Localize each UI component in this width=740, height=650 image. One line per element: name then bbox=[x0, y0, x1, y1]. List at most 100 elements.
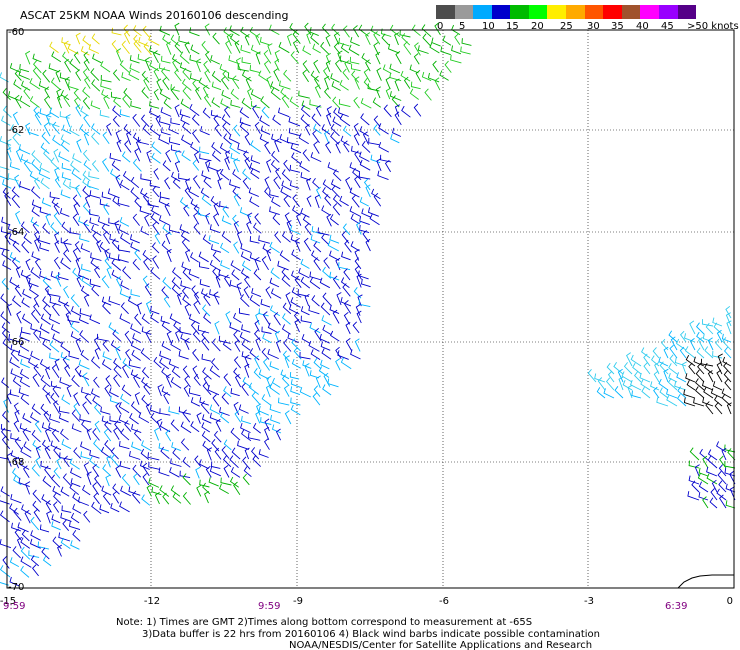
wind-barb bbox=[52, 385, 60, 398]
wind-barb bbox=[365, 184, 371, 198]
wind-barb bbox=[363, 68, 371, 83]
legend-tick: 15 bbox=[506, 21, 519, 32]
wind-barb bbox=[286, 220, 292, 235]
wind-barb bbox=[202, 107, 211, 119]
wind-barb bbox=[149, 107, 160, 118]
wind-barb bbox=[83, 462, 90, 476]
wind-barb bbox=[279, 250, 290, 262]
wind-barb bbox=[34, 177, 41, 190]
wind-barb bbox=[309, 322, 321, 334]
wind-barb bbox=[263, 49, 272, 64]
wind-barb bbox=[344, 239, 352, 253]
wind-barb bbox=[184, 303, 190, 316]
wind-barb bbox=[10, 433, 21, 442]
wind-barb bbox=[707, 455, 718, 469]
legend-swatch bbox=[566, 5, 585, 19]
wind-barb bbox=[73, 392, 80, 407]
wind-barb bbox=[261, 256, 269, 271]
wind-barb bbox=[212, 394, 220, 407]
wind-barb bbox=[190, 321, 200, 335]
wind-barb bbox=[197, 325, 210, 334]
wind-barb bbox=[149, 100, 160, 109]
time-label-left: 9:59 bbox=[3, 601, 26, 612]
wind-barb bbox=[670, 336, 678, 351]
wind-barb bbox=[105, 474, 111, 487]
wind-barb bbox=[721, 447, 727, 461]
wind-barb bbox=[10, 368, 22, 379]
wind-barb bbox=[149, 305, 160, 315]
wind-barb bbox=[112, 115, 120, 127]
wind-barb bbox=[162, 223, 172, 235]
wind-barb bbox=[10, 349, 20, 362]
wind-barb bbox=[33, 295, 40, 308]
wind-barb bbox=[20, 537, 31, 549]
wind-barb bbox=[278, 80, 291, 90]
wind-barb bbox=[254, 355, 261, 370]
wind-barb bbox=[707, 449, 718, 461]
wind-barb bbox=[434, 77, 441, 91]
wind-barb bbox=[61, 162, 72, 171]
wind-barb bbox=[213, 202, 220, 216]
wind-barb bbox=[78, 370, 90, 380]
wind-barb bbox=[197, 209, 210, 218]
wind-barb bbox=[385, 87, 391, 100]
wind-barb bbox=[342, 223, 351, 236]
wind-barb bbox=[354, 249, 360, 261]
wind-barb bbox=[14, 410, 20, 423]
legend-swatch bbox=[547, 5, 567, 19]
wind-barb bbox=[60, 428, 69, 441]
wind-barb bbox=[159, 350, 170, 360]
wind-barb bbox=[338, 37, 350, 47]
wind-barb bbox=[125, 348, 132, 362]
wind-barb bbox=[259, 133, 269, 144]
wind-barb bbox=[683, 333, 696, 343]
wind-barb bbox=[111, 160, 120, 171]
wind-barb bbox=[264, 426, 270, 440]
wind-barb bbox=[177, 292, 183, 305]
wind-barb bbox=[80, 451, 90, 460]
wind-barb bbox=[9, 252, 21, 263]
wind-barb bbox=[72, 267, 82, 280]
wind-barb bbox=[384, 159, 391, 173]
wind-barb bbox=[221, 445, 230, 459]
wind-barb bbox=[321, 23, 330, 35]
wind-barb bbox=[695, 386, 705, 399]
wind-barb bbox=[332, 194, 342, 207]
wind-barb bbox=[230, 152, 241, 162]
wind-barb bbox=[314, 327, 322, 342]
wind-barb bbox=[160, 446, 170, 459]
wind-barb bbox=[88, 44, 100, 54]
wind-barb bbox=[337, 107, 349, 117]
wind-barb bbox=[269, 206, 280, 216]
wind-barb bbox=[94, 266, 101, 279]
wind-barb bbox=[75, 337, 82, 353]
wind-barb bbox=[44, 86, 51, 99]
wind-barb bbox=[697, 362, 705, 375]
wind-barb bbox=[220, 411, 230, 424]
wind-barb bbox=[244, 363, 250, 378]
wind-barb bbox=[19, 95, 31, 108]
wind-barb bbox=[204, 491, 210, 504]
wind-barb bbox=[69, 181, 79, 190]
wind-barb bbox=[607, 370, 615, 383]
wind-barb bbox=[171, 54, 181, 65]
wind-barb bbox=[286, 33, 293, 46]
wind-barb bbox=[321, 348, 332, 360]
wind-barb bbox=[50, 77, 61, 90]
wind-barb bbox=[320, 341, 331, 351]
wind-barb bbox=[172, 177, 181, 189]
wind-barb bbox=[39, 332, 51, 342]
wind-barb bbox=[322, 179, 332, 191]
wind-barb bbox=[34, 420, 42, 433]
wind-barb bbox=[345, 176, 352, 191]
wind-barb bbox=[356, 273, 362, 288]
wind-barb bbox=[142, 249, 152, 262]
wind-barb bbox=[42, 339, 52, 351]
wind-barb bbox=[129, 63, 140, 74]
wind-barb bbox=[57, 272, 69, 281]
wind-barb bbox=[1, 377, 10, 388]
wind-barb bbox=[702, 397, 714, 407]
wind-barb bbox=[89, 450, 100, 459]
wind-barb bbox=[121, 473, 130, 487]
wind-barb bbox=[99, 504, 110, 514]
